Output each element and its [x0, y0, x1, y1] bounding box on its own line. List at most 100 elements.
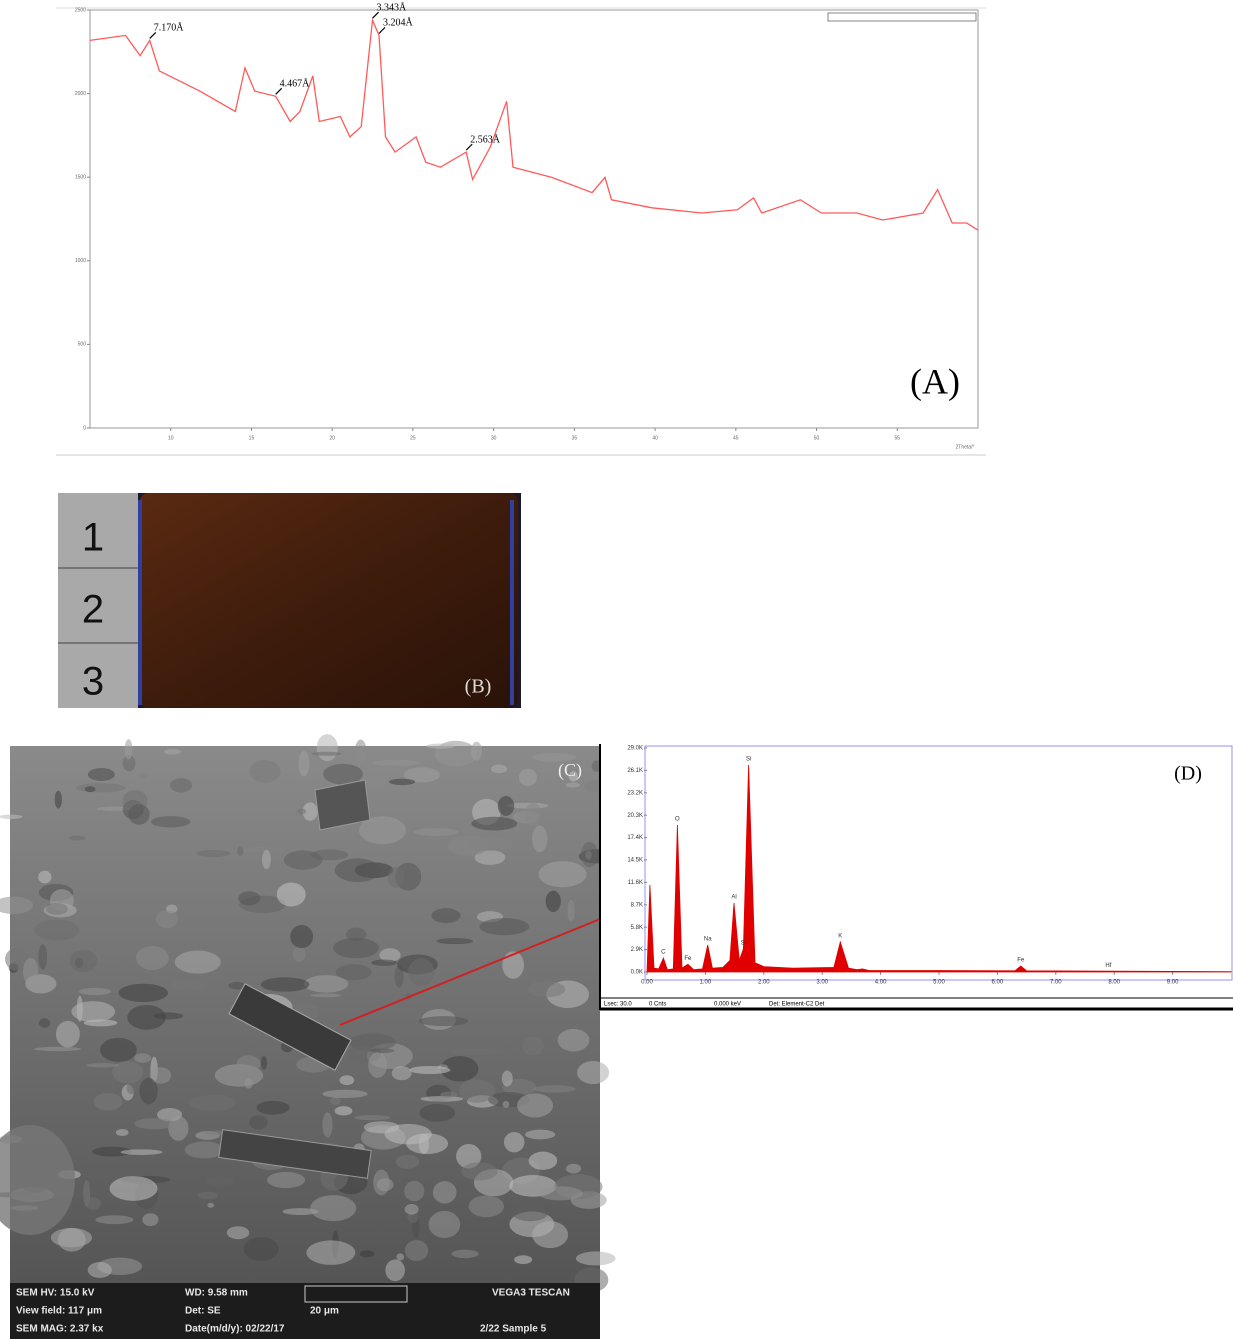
- texture: [345, 927, 367, 941]
- particle: [0, 1125, 75, 1235]
- y-tick-label: 1500: [75, 175, 86, 181]
- texture: [404, 1203, 419, 1215]
- texture: [303, 975, 349, 993]
- texture: [112, 1061, 144, 1084]
- texture: [0, 896, 34, 915]
- texture: [238, 891, 261, 906]
- x-tick-label: 10: [168, 435, 174, 441]
- texture: [468, 1195, 505, 1218]
- texture: [517, 1093, 554, 1118]
- element-label: Si: [741, 940, 746, 946]
- texture: [38, 1018, 51, 1028]
- plot-frame: [644, 745, 1233, 981]
- peak-label: 3.204Å: [383, 17, 414, 29]
- element-label: Fe: [684, 956, 692, 962]
- texture: [512, 1205, 549, 1222]
- texture: [577, 1061, 610, 1085]
- texture: [364, 774, 387, 790]
- texture: [407, 958, 435, 986]
- texture: [335, 964, 372, 981]
- x-tick-label: 40: [652, 435, 658, 441]
- texture: [124, 739, 133, 760]
- x-tick-label: 2.00: [758, 980, 770, 986]
- sem-info: 20 μm: [310, 1306, 339, 1317]
- texture: [525, 802, 542, 827]
- edge: [138, 500, 142, 705]
- y-tick-label: 1000: [75, 258, 86, 264]
- texture: [310, 993, 342, 998]
- texture: [87, 768, 115, 782]
- texture: [471, 741, 483, 761]
- texture: [379, 948, 401, 962]
- texture: [135, 945, 169, 971]
- texture: [514, 1255, 533, 1265]
- texture: [451, 1249, 479, 1259]
- texture: [38, 870, 52, 884]
- y-tick-label: 5.8K: [631, 925, 643, 931]
- sample: [140, 493, 518, 708]
- texture: [115, 1128, 129, 1136]
- texture: [85, 1197, 101, 1210]
- texture: [79, 987, 112, 996]
- texture: [38, 944, 48, 970]
- texture: [538, 861, 587, 888]
- texture: [92, 1146, 132, 1157]
- texture: [249, 760, 281, 783]
- texture: [126, 1082, 137, 1094]
- texture: [168, 1116, 189, 1141]
- texture: [532, 1085, 576, 1093]
- texture: [256, 1100, 290, 1115]
- y-tick-label: 2.9K: [631, 947, 643, 953]
- texture: [69, 950, 98, 973]
- texture: [290, 925, 314, 949]
- texture: [184, 1141, 224, 1159]
- annotation-arrow: [465, 143, 473, 151]
- texture: [527, 981, 566, 998]
- element-label: Na: [704, 937, 712, 943]
- texture: [55, 1020, 80, 1048]
- sem-info: Date(m/d/y): 02/22/17: [185, 1324, 285, 1335]
- texture: [428, 1210, 461, 1239]
- texture: [128, 804, 150, 825]
- texture: [169, 778, 193, 793]
- texture: [532, 825, 548, 853]
- texture: [565, 782, 580, 788]
- texture: [196, 849, 231, 857]
- texture: [474, 849, 506, 865]
- texture: [461, 1162, 498, 1181]
- texture: [118, 983, 168, 1003]
- texture: [297, 808, 307, 815]
- texture: [404, 1180, 425, 1202]
- texture: [432, 1181, 457, 1204]
- texture: [322, 1089, 368, 1099]
- texture: [260, 977, 310, 992]
- texture: [139, 772, 148, 779]
- texture: [568, 771, 579, 782]
- texture: [156, 910, 179, 929]
- data-area: [646, 764, 1232, 973]
- crystal: [314, 779, 371, 831]
- texture: [306, 1240, 356, 1265]
- sem-image: [0, 734, 616, 1293]
- sem-info: VEGA3 TESCAN: [492, 1288, 570, 1299]
- texture: [387, 866, 405, 888]
- y-tick-label: 17.4K: [627, 835, 643, 841]
- texture: [479, 918, 530, 936]
- texture: [236, 1055, 261, 1073]
- texture: [518, 768, 537, 787]
- x-tick-label: 45: [733, 435, 739, 441]
- data-line: [89, 17, 979, 231]
- texture: [467, 836, 514, 852]
- texture: [122, 755, 136, 772]
- y-tick-label: 2000: [75, 91, 86, 97]
- texture: [249, 1115, 268, 1130]
- texture: [339, 1075, 355, 1086]
- texture: [450, 1048, 500, 1055]
- texture: [363, 1121, 400, 1134]
- texture: [456, 1143, 482, 1169]
- texture: [385, 1259, 405, 1282]
- texture: [45, 903, 69, 915]
- texture: [267, 1171, 306, 1189]
- texture: [575, 1251, 616, 1266]
- texture: [142, 1213, 159, 1227]
